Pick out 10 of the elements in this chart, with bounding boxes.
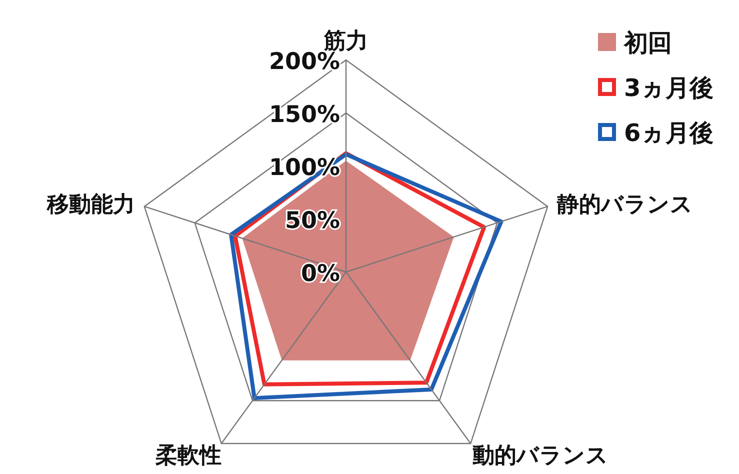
tick-label: 150% — [268, 102, 340, 128]
category-label: 柔軟性 — [155, 444, 222, 468]
legend-label: 初回 — [624, 29, 672, 57]
category-label: 動的バランス — [472, 444, 609, 468]
legend-label: 6ヵ月後 — [624, 119, 714, 147]
category-label: 移動能力 — [46, 192, 135, 218]
tick-label: 50% — [284, 208, 340, 234]
category-label: 静的バランス — [557, 192, 694, 218]
tick-label: 0% — [300, 261, 340, 287]
legend-label: 3ヵ月後 — [624, 74, 714, 102]
